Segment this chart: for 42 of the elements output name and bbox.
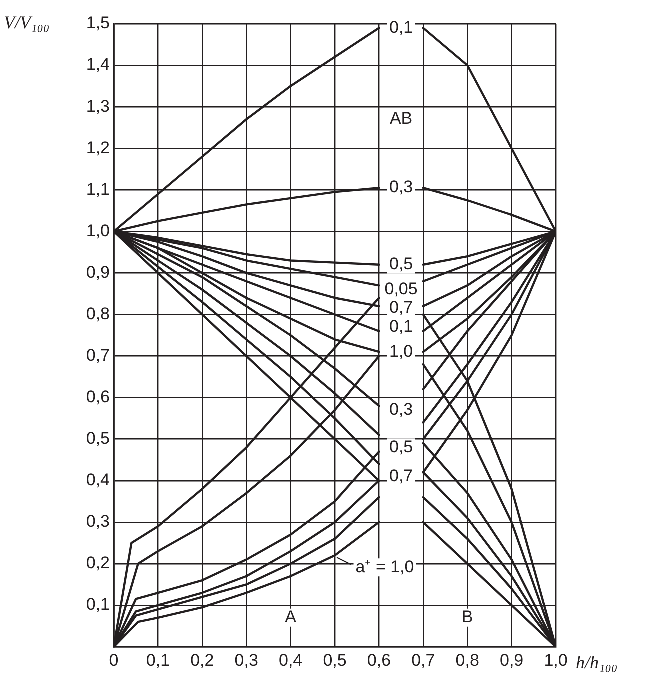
x-tick-label: 0,3 xyxy=(234,650,258,670)
y-tick-label: 1,0 xyxy=(86,221,110,240)
annotation: 1,0 xyxy=(389,342,414,361)
annotation: A xyxy=(285,608,298,627)
annotation: 0,05 xyxy=(384,280,418,298)
annotation: 0,5 xyxy=(389,254,414,274)
x-tick-label: 0 xyxy=(109,650,119,670)
x-tick-label: 0,8 xyxy=(456,650,480,670)
y-tick-label: 0,6 xyxy=(86,387,110,406)
y-tick-label: 0,9 xyxy=(86,262,110,282)
x-tick-label: 0,9 xyxy=(500,650,524,670)
y-tick-label: 0,7 xyxy=(86,346,110,365)
y-tick-label: 0,4 xyxy=(86,470,110,490)
y-tick-label: 1,3 xyxy=(86,96,110,116)
annotation: 0,5 xyxy=(389,437,414,456)
annotation: 0,1 xyxy=(389,316,414,336)
y-tick-label: 0,3 xyxy=(86,512,110,532)
annotation: B xyxy=(462,608,474,627)
x-tick-label: 0,1 xyxy=(146,650,170,670)
y-tick-label: 1,4 xyxy=(86,55,110,74)
y-tick-label: 0,1 xyxy=(86,595,110,614)
y-tick-label: 1,1 xyxy=(86,180,110,199)
y-axis-title: V/V₁₀₀ xyxy=(4,12,50,33)
annotation: a⁺ = 1,0 xyxy=(356,557,414,576)
x-axis-title: h/h₁₀₀ xyxy=(576,652,618,673)
x-tick-label: 0,7 xyxy=(412,650,436,670)
y-tick-label: 0,5 xyxy=(86,429,110,448)
annotation: 0,3 xyxy=(389,178,414,197)
annotation: 0,7 xyxy=(389,298,414,318)
x-tick-label: 0,5 xyxy=(323,650,347,670)
y-tick-label: 1,2 xyxy=(86,138,110,158)
y-tick-label: 0,2 xyxy=(86,554,110,573)
x-tick-label: 1,0 xyxy=(544,650,568,670)
x-tick-label: 0,2 xyxy=(190,650,214,670)
annotation: 0,3 xyxy=(389,400,414,419)
x-tick-label: 0,6 xyxy=(367,650,392,670)
annotation: AB xyxy=(390,109,413,128)
annotation: 0,7 xyxy=(389,466,414,486)
annotation: 0,1 xyxy=(389,18,414,37)
y-tick-label: 1,5 xyxy=(86,14,110,33)
y-tick-label: 0,8 xyxy=(86,304,110,324)
x-tick-label: 0,4 xyxy=(278,650,303,670)
